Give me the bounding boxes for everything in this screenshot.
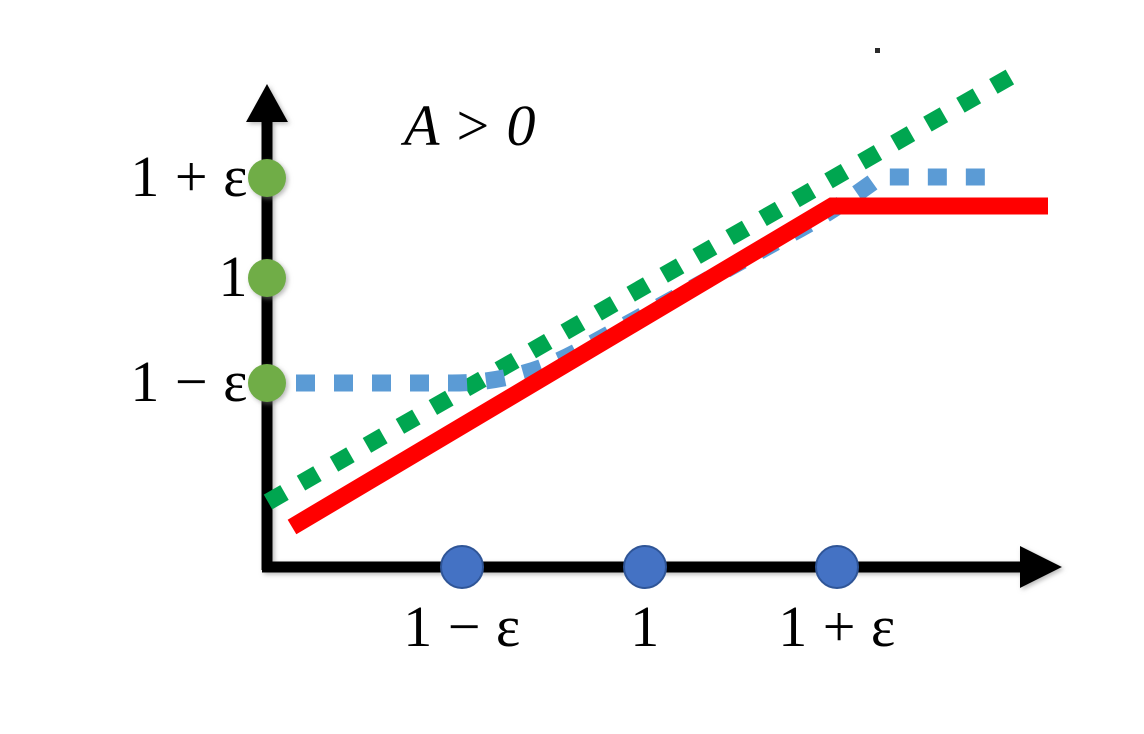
y-axis-arrow-icon [246,84,288,122]
y-axis-label-1-minus-eps: 1 − ε [130,349,248,414]
x-axis-markers [440,545,859,589]
y-axis-label-1-plus-eps: 1 + ε [130,144,248,209]
y-axis-label-1: 1 [218,244,248,309]
y-axis-markers [248,159,286,402]
y-tick-marker-1-minus-eps[interactable] [248,364,286,402]
x-axis-label-1: 1 [630,594,660,659]
y-tick-marker-1-plus-eps[interactable] [248,159,286,197]
x-tick-marker-1-minus-eps[interactable] [440,545,484,589]
green-dotted-curve [263,62,1027,510]
axes-group [246,84,1062,588]
y-tick-marker-1[interactable] [248,259,286,297]
page-title: A > 0 [404,93,536,158]
stray-dot [875,48,880,53]
x-tick-marker-1-plus-eps[interactable] [815,545,859,589]
x-axis-arrow-icon [1020,546,1062,588]
x-axis-label-1-plus-eps: 1 + ε [778,594,896,659]
x-tick-marker-1[interactable] [623,545,667,589]
red-solid-curve [287,197,1048,535]
x-axis-label-1-minus-eps: 1 − ε [403,594,521,659]
